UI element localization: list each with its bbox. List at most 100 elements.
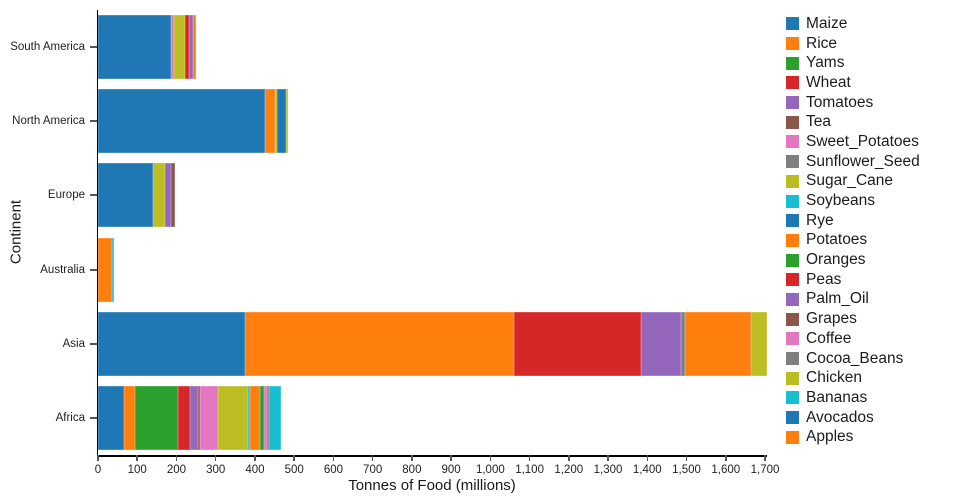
- bar-segment-oranges: [260, 385, 264, 450]
- bar-segment-palm_oil: [189, 15, 193, 80]
- legend-item-tomatoes: Tomatoes: [786, 93, 920, 113]
- legend-swatch-icon: [786, 56, 799, 70]
- bar-segment-sweet_potatoes: [200, 385, 218, 450]
- x-tick-label: 1,600: [711, 464, 741, 476]
- bar-segment-chicken: [751, 311, 767, 376]
- bar-segment-sugar_cane: [274, 89, 277, 154]
- legend-label: Coffee: [806, 329, 852, 347]
- legend-label: Rye: [806, 211, 834, 229]
- bar-segment-chicken: [286, 89, 289, 154]
- bar-segment-bananas: [269, 385, 281, 450]
- legend-item-rice: Rice: [786, 34, 920, 54]
- legend-swatch-icon: [786, 37, 799, 51]
- x-tick-label: 1,400: [632, 464, 662, 476]
- bar-segment-yams: [135, 385, 179, 450]
- x-tick-label: 1,500: [672, 464, 701, 476]
- y-tick-label: Europe: [47, 189, 85, 202]
- bar-segment-cocoa_beans: [267, 385, 270, 450]
- x-tick: [332, 455, 335, 461]
- x-tick: [136, 455, 138, 461]
- legend-label: Peas: [806, 270, 842, 288]
- bar-segment-rice: [264, 89, 275, 154]
- legend-swatch-icon: [786, 135, 799, 149]
- bar-segment-maize: [98, 311, 246, 376]
- bar-segment-rye: [276, 89, 287, 154]
- legend-label: Sugar_Cane: [806, 172, 894, 190]
- y-tick: [90, 416, 97, 419]
- legend-item-chicken: Chicken: [786, 368, 920, 388]
- legend-swatch-icon: [786, 233, 799, 247]
- legend-swatch-icon: [786, 96, 799, 110]
- x-tick: [411, 455, 413, 461]
- legend-swatch-icon: [786, 17, 799, 31]
- x-axis-title: Tonnes of Food (millions): [348, 477, 516, 494]
- bar-segment-rice: [245, 311, 514, 376]
- legend-label: Sunflower_Seed: [806, 152, 920, 170]
- legend-swatch-icon: [786, 76, 799, 90]
- x-tick: [214, 455, 217, 461]
- bar-segment-apples: [192, 15, 197, 80]
- x-tick-label: 100: [127, 464, 147, 476]
- bar-row-australia: [98, 237, 778, 302]
- legend-item-maize: Maize: [786, 14, 920, 34]
- x-tick: [725, 455, 727, 461]
- legend-item-bananas: Bananas: [786, 388, 920, 408]
- x-tick-label: 500: [284, 464, 304, 476]
- bar-segment-potatoes: [250, 385, 261, 450]
- legend-label: Yams: [806, 54, 845, 72]
- bar-segment-tea: [198, 385, 200, 450]
- x-tick-label: 700: [363, 464, 383, 476]
- bar-segment-rice: [98, 237, 112, 302]
- y-axis-line: [96, 10, 98, 456]
- legend-swatch-icon: [786, 411, 799, 425]
- x-tick: [293, 455, 295, 461]
- legend-label: Oranges: [806, 251, 866, 269]
- x-tick: [568, 455, 570, 461]
- bar-segment-soybeans: [111, 237, 114, 302]
- legend-item-oranges: Oranges: [786, 250, 920, 270]
- bar-segment-sugar_cane: [152, 163, 165, 228]
- legend-label: Bananas: [806, 388, 868, 406]
- x-tick-label: 900: [441, 464, 461, 476]
- bar-row-asia: [98, 311, 778, 376]
- y-tick: [90, 46, 97, 49]
- legend-label: Cocoa_Beans: [806, 349, 904, 367]
- y-tick-label: Asia: [62, 337, 85, 350]
- legend-label: Soybeans: [806, 192, 875, 210]
- legend-swatch-icon: [786, 253, 799, 267]
- bar-segment-rice: [123, 385, 136, 450]
- legend-label: Grapes: [806, 310, 857, 328]
- x-tick-label: 1,000: [475, 464, 505, 476]
- legend: Maize Rice Yams Wheat Tomatoes Tea Sweet_Potat…: [786, 14, 920, 447]
- bar-segment-tomatoes: [190, 385, 199, 450]
- x-tick: [528, 455, 531, 461]
- bar-segment-grapes: [170, 163, 175, 228]
- bar-segment-tomatoes: [641, 311, 681, 376]
- bar-row-europe: [98, 163, 778, 228]
- bar-segment-palm_oil: [164, 163, 171, 228]
- legend-item-potatoes: Potatoes: [786, 231, 920, 251]
- legend-label: Tea: [806, 113, 831, 131]
- x-tick: [685, 455, 688, 461]
- bar-row-south-america: [98, 15, 778, 80]
- bar-segment-sunflower_seed: [680, 311, 685, 376]
- y-tick: [90, 120, 97, 123]
- legend-item-apples: Apples: [786, 427, 920, 447]
- bar-segment-peas: [185, 15, 190, 80]
- y-tick-label: Australia: [40, 263, 85, 276]
- legend-item-peas: Peas: [786, 270, 920, 290]
- x-tick: [450, 455, 452, 461]
- legend-label: Avocados: [806, 408, 874, 426]
- legend-item-palm_oil: Palm_Oil: [786, 290, 920, 310]
- legend-item-yams: Yams: [786, 53, 920, 73]
- legend-swatch-icon: [786, 115, 799, 129]
- x-tick-label: 0: [94, 464, 102, 476]
- y-tick-label: North America: [12, 115, 85, 128]
- legend-label: Maize: [806, 14, 848, 32]
- bar-row-north-america: [98, 89, 778, 154]
- legend-label: Potatoes: [806, 231, 868, 249]
- bar-segment-maize: [98, 163, 153, 228]
- legend-swatch-icon: [786, 391, 799, 405]
- bar-segment-sweet_potatoes: [170, 15, 174, 80]
- legend-item-soybeans: Soybeans: [786, 191, 920, 211]
